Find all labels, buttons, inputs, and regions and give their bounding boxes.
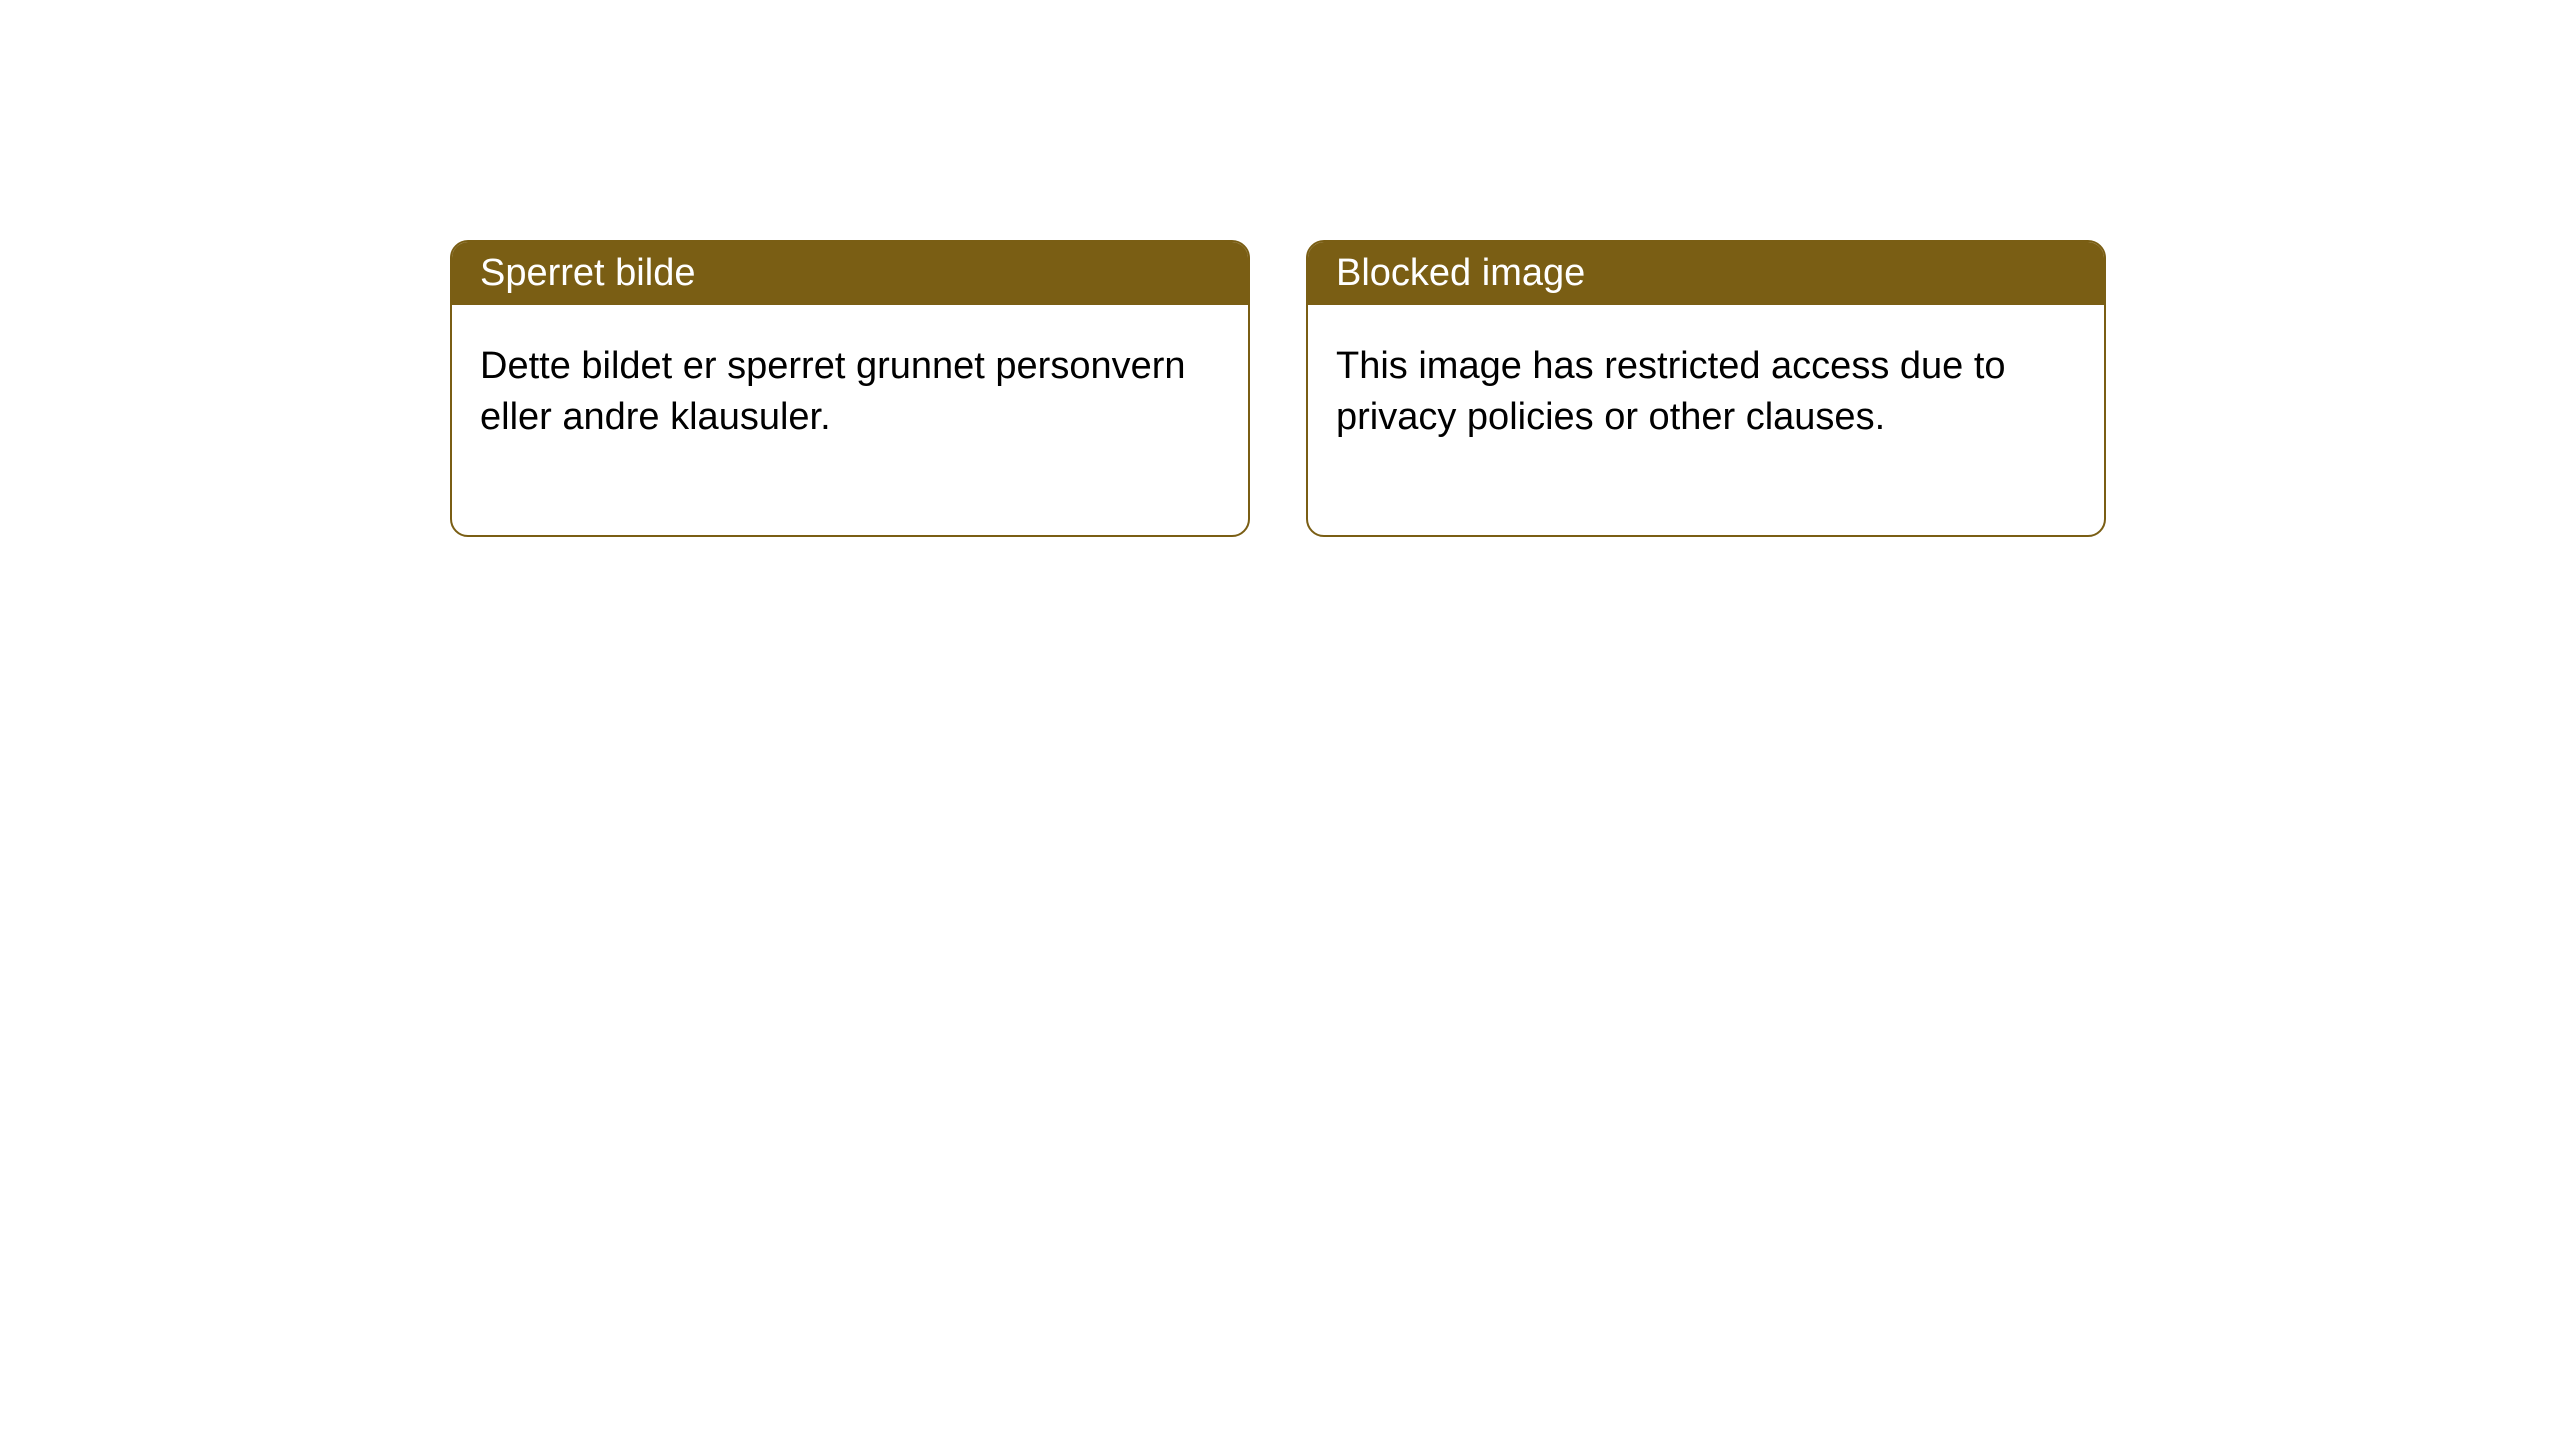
card-header: Blocked image bbox=[1308, 242, 2104, 305]
card-body-text: Dette bildet er sperret grunnet personve… bbox=[480, 345, 1186, 438]
card-body: This image has restricted access due to … bbox=[1308, 305, 2104, 535]
notice-card-norwegian: Sperret bilde Dette bildet er sperret gr… bbox=[450, 240, 1250, 537]
card-body: Dette bildet er sperret grunnet personve… bbox=[452, 305, 1248, 535]
card-title: Sperret bilde bbox=[480, 252, 695, 294]
notice-cards-container: Sperret bilde Dette bildet er sperret gr… bbox=[450, 240, 2106, 537]
card-title: Blocked image bbox=[1336, 252, 1585, 294]
card-body-text: This image has restricted access due to … bbox=[1336, 345, 2006, 438]
notice-card-english: Blocked image This image has restricted … bbox=[1306, 240, 2106, 537]
card-header: Sperret bilde bbox=[452, 242, 1248, 305]
